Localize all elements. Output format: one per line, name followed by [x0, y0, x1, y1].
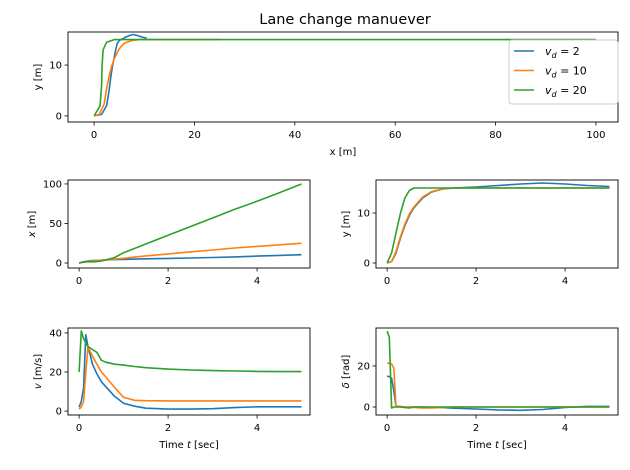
series-line-1	[386, 362, 610, 409]
x-tick-label: 20	[188, 130, 201, 141]
x-tick-label: 80	[489, 130, 502, 141]
series-line-0	[93, 33, 147, 117]
y-tick-label: 0	[364, 259, 370, 270]
subplot-delta-vs-time: 0 2 4 0 20 Time t [sec] δ [rad]	[341, 327, 619, 451]
x-tick-label: 4	[562, 276, 568, 287]
x-tick-label: 0	[384, 423, 390, 434]
subplot-x-vs-time: 0 2 4 0 50 100 x [m]	[27, 179, 311, 287]
y-tick-label: 0	[56, 111, 62, 122]
series-line-2	[93, 38, 596, 117]
x-axis-label: Time t [sec]	[466, 440, 527, 451]
y-axis-label: x [m]	[27, 211, 38, 239]
y-axis-label: y [m]	[33, 64, 44, 91]
y-tick-label: 40	[49, 328, 62, 339]
series-line-1	[93, 38, 220, 117]
series-line-0	[78, 333, 302, 410]
series-line-2	[386, 330, 610, 409]
legend: vd = 2 vd = 10 vd = 20	[508, 39, 619, 105]
x-axis-label: Time t [sec]	[158, 440, 219, 451]
y-tick-label: 0	[364, 402, 370, 413]
axes-frame	[375, 327, 619, 416]
legend-label-2: vd = 20	[545, 84, 587, 99]
series-line-1	[386, 187, 610, 264]
x-tick-label: 2	[473, 276, 479, 287]
figure-title: Lane change manuever	[259, 12, 430, 28]
series-line-2	[78, 330, 302, 373]
y-axis-label: δ [rad]	[341, 355, 352, 389]
y-tick-label: 20	[49, 367, 62, 378]
x-tick-label: 4	[254, 423, 260, 434]
x-tick-label: 0	[91, 130, 97, 141]
x-axis-label: x [m]	[330, 147, 357, 158]
subplot-y-vs-time: 0 2 4 0 10 y [m]	[341, 179, 619, 287]
axes-frame	[67, 327, 311, 416]
y-tick-label: 0	[56, 407, 62, 418]
y-tick-label: 0	[56, 259, 62, 270]
x-tick-label: 0	[76, 276, 82, 287]
x-tick-label: 4	[562, 423, 568, 434]
y-tick-label: 10	[357, 209, 370, 220]
series-line-1	[78, 345, 302, 410]
x-tick-label: 2	[165, 423, 171, 434]
legend-frame	[508, 39, 619, 105]
axes-frame	[375, 179, 619, 269]
series-line-0	[386, 182, 610, 264]
y-tick-label: 100	[43, 179, 62, 190]
legend-label-1: vd = 10	[545, 65, 587, 80]
x-tick-label: 60	[389, 130, 402, 141]
series-line-2	[386, 187, 610, 264]
series-line-2	[78, 183, 302, 264]
x-tick-label: 100	[586, 130, 605, 141]
series-line-1	[78, 242, 302, 264]
y-tick-label: 20	[357, 361, 370, 372]
axes-frame	[67, 179, 311, 269]
x-tick-label: 40	[288, 130, 301, 141]
x-tick-label: 0	[76, 423, 82, 434]
series-line-0	[386, 375, 610, 412]
y-axis-label: v [m/s]	[33, 354, 44, 389]
y-tick-label: 10	[49, 61, 62, 72]
x-tick-label: 4	[254, 276, 260, 287]
y-axis-label: y [m]	[341, 211, 352, 238]
x-tick-label: 2	[165, 276, 171, 287]
legend-label-0: vd = 2	[545, 45, 580, 60]
y-tick-label: 50	[49, 219, 62, 230]
x-tick-label: 2	[473, 423, 479, 434]
x-tick-label: 0	[384, 276, 390, 287]
